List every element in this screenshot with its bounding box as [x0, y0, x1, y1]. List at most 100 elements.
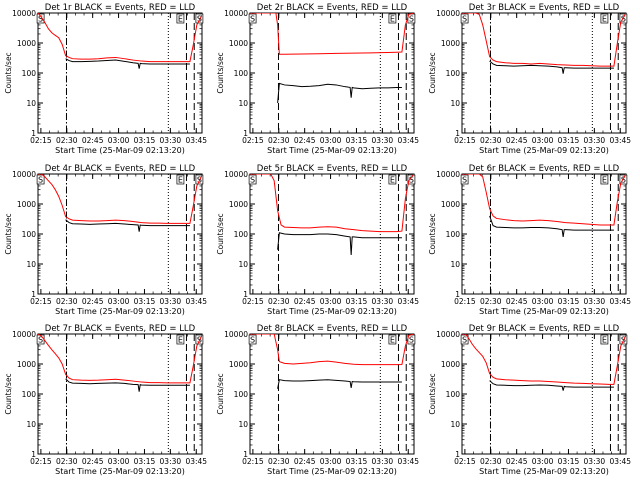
series-line-events: [65, 378, 190, 392]
y-tick-label: 100: [22, 69, 37, 78]
y-tick-label: 10: [450, 420, 460, 429]
y-tick-label: 100: [234, 390, 249, 399]
x-tick-label: 03:45: [397, 136, 419, 145]
x-tick-label: 02:30: [480, 297, 502, 306]
x-tick-label: 02:15: [242, 136, 264, 145]
y-tick-label: 10000: [436, 330, 460, 339]
series-line-events: [277, 379, 402, 389]
marker-box: [248, 13, 257, 24]
x-tick-label: 02:15: [242, 457, 264, 466]
x-tick-label: 03:15: [558, 457, 580, 466]
x-tick-label: 03:15: [346, 297, 368, 306]
x-tick-label: 03:45: [397, 297, 419, 306]
x-axis-label: Start Time (25-Mar-09 02:13:20): [55, 467, 185, 476]
x-tick-label: 03:45: [609, 297, 631, 306]
y-tick-label: 10000: [224, 9, 248, 18]
chart-title: Det 6r BLACK = Events, RED = LLD: [469, 164, 620, 174]
x-tick-label: 02:45: [506, 457, 528, 466]
x-tick-label: 03:30: [372, 457, 394, 466]
x-tick-label: 03:00: [108, 297, 130, 306]
y-tick-label: 10: [450, 99, 460, 108]
x-axis-label: Start Time (25-Mar-09 02:13:20): [55, 146, 185, 155]
x-tick-label: 03:45: [185, 297, 207, 306]
x-tick-label: 02:15: [454, 457, 476, 466]
y-axis-label: Counts/sec: [216, 373, 225, 414]
marker-label: S: [38, 15, 43, 24]
y-tick-label: 10: [26, 260, 36, 269]
marker-label: E: [178, 176, 183, 185]
x-tick-label: 03:15: [134, 457, 156, 466]
x-tick-label: 03:30: [584, 136, 606, 145]
marker-label: E: [602, 15, 607, 24]
marker-label: S: [38, 176, 43, 185]
x-axis-label: Start Time (25-Mar-09 02:13:20): [267, 307, 397, 316]
x-tick-label: 02:15: [454, 136, 476, 145]
y-tick-label: 1000: [441, 200, 460, 209]
marker-label: S: [409, 15, 414, 24]
x-tick-label: 02:30: [268, 457, 290, 466]
y-axis-label: Counts/sec: [4, 373, 13, 414]
y-tick-label: 1: [455, 129, 460, 138]
y-axis-label: Counts/sec: [216, 213, 225, 254]
x-tick-label: 03:30: [372, 297, 394, 306]
marker-label: E: [390, 336, 395, 345]
series-line-lld: [462, 334, 626, 385]
y-tick-label: 100: [234, 69, 249, 78]
chart-panel-2: Det 2r BLACK = Events, RED = LLD 1 10 100 10…: [216, 3, 419, 155]
x-tick-label: 03:00: [532, 136, 554, 145]
marker-box: [176, 174, 185, 185]
x-tick-label: 03:30: [372, 136, 394, 145]
y-tick-label: 10: [450, 260, 460, 269]
plot-frame: [249, 333, 415, 455]
x-tick-label: 02:15: [30, 136, 52, 145]
y-axis-label: Counts/sec: [428, 213, 437, 254]
marker-box: [600, 334, 609, 345]
marker-box: [248, 334, 257, 345]
marker-box: [388, 174, 397, 185]
x-tick-label: 03:45: [397, 457, 419, 466]
series-line-lld: [250, 13, 414, 55]
chart-title: Det 2r BLACK = Events, RED = LLD: [257, 3, 408, 13]
marker-label: S: [250, 15, 255, 24]
marker-label: S: [250, 336, 255, 345]
series-line-events: [489, 215, 614, 237]
x-tick-label: 03:00: [108, 457, 130, 466]
x-tick-label: 02:15: [30, 457, 52, 466]
x-tick-label: 03:45: [609, 136, 631, 145]
x-tick-label: 03:30: [584, 297, 606, 306]
series-line-lld: [38, 13, 202, 63]
y-tick-label: 1: [455, 290, 460, 299]
chart-title: Det 8r BLACK = Events, RED = LLD: [257, 324, 408, 334]
marker-label: E: [178, 336, 183, 345]
y-tick-label: 1: [31, 129, 36, 138]
x-axis-label: Start Time (25-Mar-09 02:13:20): [479, 307, 609, 316]
x-tick-label: 03:45: [609, 457, 631, 466]
series-line-lld: [462, 13, 626, 67]
marker-label: E: [390, 176, 395, 185]
x-tick-label: 03:30: [160, 457, 182, 466]
y-tick-label: 100: [446, 390, 461, 399]
y-tick-label: 1000: [17, 39, 36, 48]
y-tick-label: 1000: [441, 360, 460, 369]
y-tick-label: 10: [238, 260, 248, 269]
marker-box: [195, 13, 204, 24]
x-tick-label: 02:45: [294, 297, 316, 306]
x-tick-label: 02:45: [82, 136, 104, 145]
marker-box: [619, 334, 628, 345]
chart-panel-9: Det 9r BLACK = Events, RED = LLD 1 10 100 10…: [428, 324, 631, 476]
plot-frame: [461, 12, 627, 134]
plot-frame: [249, 12, 415, 134]
y-tick-label: 10000: [12, 330, 36, 339]
plot-frame: [37, 173, 203, 295]
series-line-events: [65, 58, 190, 69]
marker-box: [36, 174, 45, 185]
x-tick-label: 02:45: [82, 457, 104, 466]
marker-box: [460, 174, 469, 185]
series-line-events: [277, 82, 402, 104]
y-tick-label: 1: [31, 290, 36, 299]
marker-label: E: [390, 15, 395, 24]
x-tick-label: 02:30: [480, 457, 502, 466]
y-tick-label: 1: [243, 450, 248, 459]
y-tick-label: 1000: [17, 200, 36, 209]
y-tick-label: 10000: [436, 9, 460, 18]
